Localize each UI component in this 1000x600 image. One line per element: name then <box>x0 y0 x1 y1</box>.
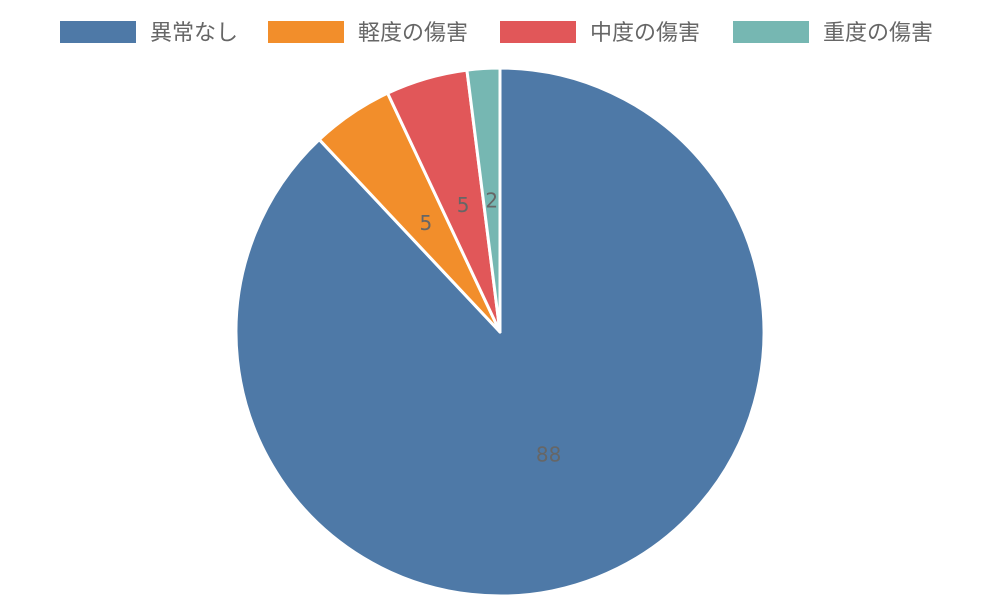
legend-item-3[interactable]: 重度の傷害 <box>733 21 933 46</box>
pie-slice-3[interactable] <box>465 66 502 334</box>
legend-swatch-1 <box>268 21 344 43</box>
legend-item-0[interactable]: 異常なし <box>60 21 238 46</box>
legend-label-2: 中度の傷害 <box>590 21 700 46</box>
legend-label-3: 重度の傷害 <box>823 21 933 46</box>
legend-item-2[interactable]: 中度の傷害 <box>500 21 700 46</box>
legend-label-1: 軽度の傷害 <box>358 21 468 46</box>
chart-legend: 異常なし 軽度の傷害 中度の傷害 重度の傷害 <box>60 21 933 46</box>
legend-swatch-2 <box>500 21 576 43</box>
legend-swatch-3 <box>733 21 809 43</box>
legend-swatch-0 <box>60 21 136 43</box>
legend-item-1[interactable]: 軽度の傷害 <box>268 21 468 46</box>
pie-slices <box>234 66 766 598</box>
slice-value-label-1: 5 <box>419 211 432 235</box>
slice-value-label-3: 2 <box>485 188 498 212</box>
slice-value-label-2: 5 <box>457 193 470 217</box>
pie-slice-0[interactable] <box>234 66 766 598</box>
slice-value-label-0: 88 <box>536 443 561 467</box>
legend-label-0: 異常なし <box>150 21 238 46</box>
